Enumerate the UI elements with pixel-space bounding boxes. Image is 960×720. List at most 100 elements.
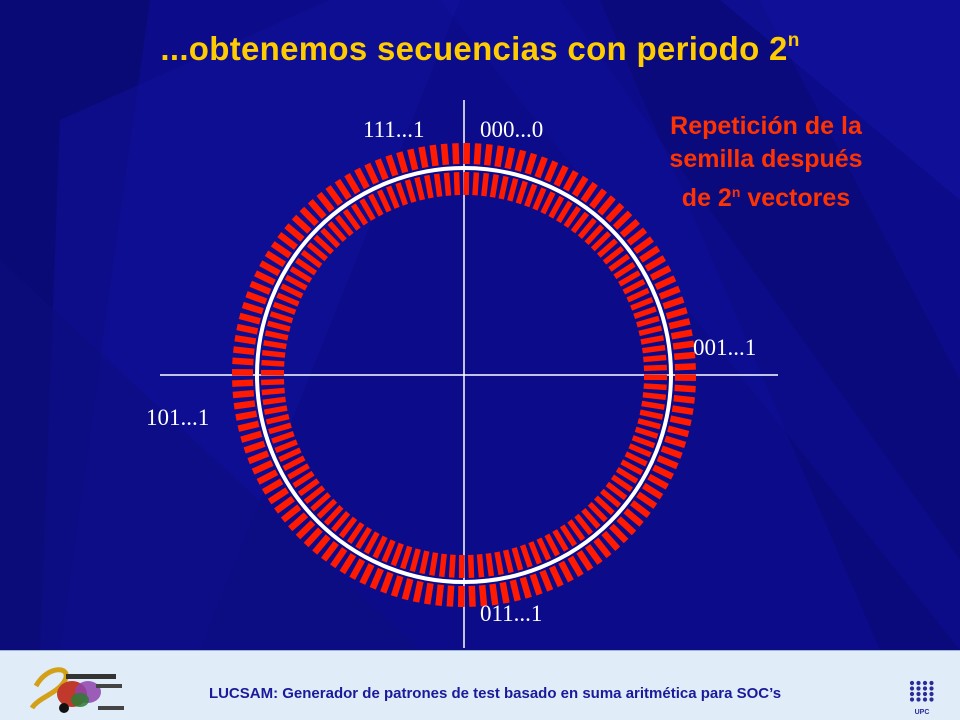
vector-tick <box>330 547 348 569</box>
vector-tick <box>234 334 257 345</box>
vector-tick <box>467 554 475 578</box>
vector-tick <box>264 250 287 268</box>
vector-tick <box>636 315 660 328</box>
vector-tick <box>292 470 315 489</box>
vector-tick <box>489 583 499 606</box>
vector-tick <box>386 185 400 209</box>
note-line-3: de 2n vectores <box>681 184 851 212</box>
vector-tick <box>472 172 480 196</box>
vector-tick <box>584 544 603 565</box>
vector-tick <box>532 187 547 211</box>
vector-tick <box>446 585 455 607</box>
vector-tick <box>664 435 687 449</box>
vector-tick <box>237 420 260 432</box>
label-001-1: 001...1 <box>693 335 757 360</box>
vector-tick <box>443 172 452 196</box>
vector-tick <box>548 195 565 219</box>
vector-tick <box>665 307 688 320</box>
vector-tick <box>354 167 370 190</box>
upc-logo-dot <box>929 680 934 686</box>
vector-tick <box>559 524 578 547</box>
vector-tick <box>320 227 341 249</box>
vector-tick <box>618 270 641 287</box>
vector-tick <box>552 529 569 552</box>
vector-tick <box>489 174 499 198</box>
vector-tick <box>364 162 380 185</box>
vector-tick <box>261 349 286 358</box>
vector-tick <box>563 206 582 229</box>
vector-tick <box>620 459 644 476</box>
vector-tick <box>658 285 681 300</box>
vector-tick <box>544 160 559 183</box>
vector-tick <box>494 145 505 168</box>
vector-tick <box>418 146 429 169</box>
vector-tick <box>350 203 369 226</box>
vector-tick <box>528 541 542 565</box>
vector-tick <box>509 579 521 602</box>
vector-tick <box>637 418 662 430</box>
vector-tick <box>306 242 328 262</box>
vector-tick <box>626 287 650 303</box>
vector-tick <box>297 478 320 497</box>
vector-tick <box>633 306 657 319</box>
vector-tick <box>381 539 396 563</box>
vector-tick <box>368 193 384 217</box>
vector-tick <box>334 214 354 237</box>
vector-tick <box>344 172 361 195</box>
vector-tick <box>597 195 616 216</box>
upc-logo-dot <box>909 680 915 686</box>
vector-tick <box>423 582 434 605</box>
vector-tick <box>312 534 331 555</box>
vector-tick <box>667 425 690 438</box>
vector-tick <box>429 552 439 576</box>
vector-tick <box>243 440 266 454</box>
vector-tick <box>307 199 327 220</box>
vector-tick <box>277 232 298 250</box>
vector-tick <box>654 275 677 291</box>
vector-tick <box>593 537 612 559</box>
vector-tick <box>316 498 338 519</box>
vector-tick <box>647 473 669 490</box>
vector-tick <box>380 571 394 594</box>
vector-tick <box>291 214 312 234</box>
upc-logo: UPC <box>909 680 934 716</box>
vector-tick <box>269 311 294 324</box>
vector-tick <box>256 469 279 485</box>
vector-tick <box>536 537 552 561</box>
vector-tick <box>643 354 667 363</box>
vector-tick <box>524 183 538 208</box>
vector-tick <box>338 516 358 539</box>
vector-tick <box>339 552 357 575</box>
vector-tick <box>519 576 532 599</box>
vector-tick <box>674 363 696 371</box>
vector-tick <box>267 487 289 505</box>
vector-tick <box>448 554 456 578</box>
vector-tick <box>334 178 352 200</box>
vector-tick <box>504 147 516 170</box>
vector-tick <box>640 335 665 345</box>
vector-tick <box>623 508 644 527</box>
vector-tick <box>327 221 347 243</box>
vector-tick <box>613 261 636 280</box>
vector-tick <box>453 172 461 196</box>
vector-tick <box>376 189 392 213</box>
upc-logo-dot <box>916 686 921 691</box>
vector-tick <box>355 526 372 550</box>
vector-tick <box>438 553 447 578</box>
cycle-circle <box>255 166 673 584</box>
upc-logo-dot <box>909 691 915 697</box>
vector-tick <box>266 320 291 332</box>
vector-tick <box>249 280 272 295</box>
vector-tick <box>300 249 323 269</box>
vector-tick <box>407 148 419 171</box>
vector-tick <box>662 296 685 310</box>
vector-tick <box>295 520 316 540</box>
label-011-1: 011...1 <box>480 601 543 626</box>
vector-tick <box>310 492 332 512</box>
vector-tick <box>478 584 488 607</box>
vector-tick <box>419 550 430 575</box>
vector-tick <box>323 505 344 526</box>
vector-tick <box>580 181 598 203</box>
vector-tick <box>601 530 621 551</box>
